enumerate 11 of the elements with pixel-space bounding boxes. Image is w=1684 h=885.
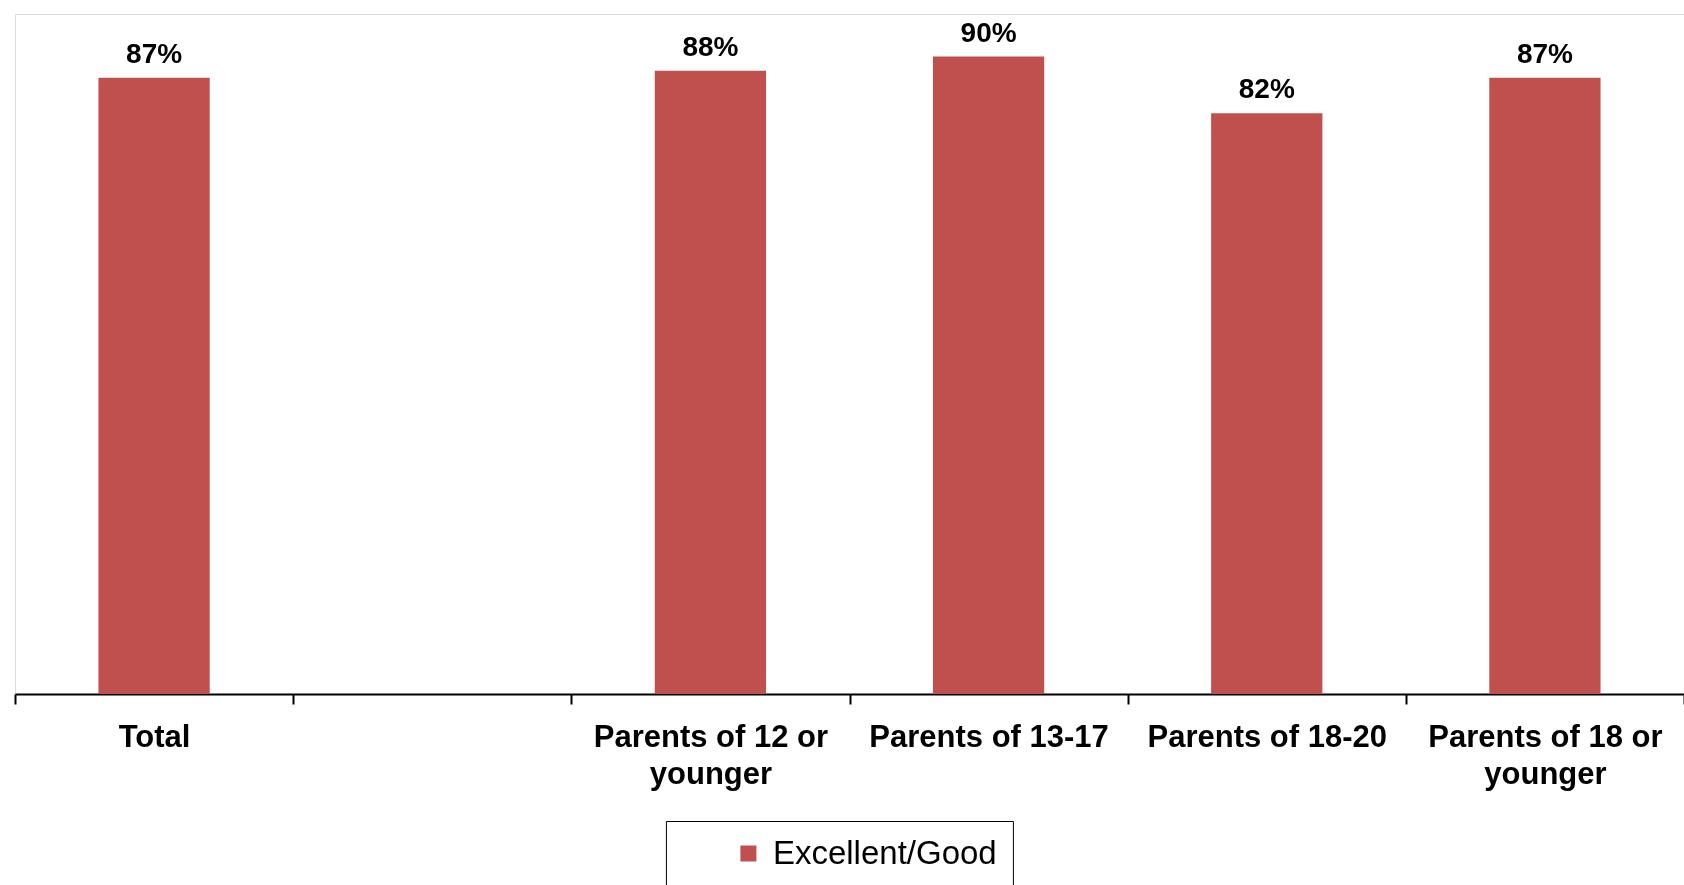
data-label: 82% bbox=[1238, 73, 1295, 105]
data-label: 87% bbox=[126, 37, 183, 69]
x-tick-label: Parents of 18-20 bbox=[1147, 718, 1387, 754]
data-label: 87% bbox=[1516, 37, 1574, 69]
x-tick-label: Parents of 13-17 bbox=[869, 718, 1109, 754]
x-tick-label: Total bbox=[118, 718, 191, 754]
legend-label: Excellent/Good bbox=[772, 833, 997, 871]
x-tick-label: Parents of 12 or younger bbox=[593, 718, 829, 791]
x-tick-label: Parents of 18 or younger bbox=[1428, 718, 1663, 791]
data-label: 90% bbox=[960, 16, 1017, 48]
data-label: 88% bbox=[682, 30, 739, 62]
